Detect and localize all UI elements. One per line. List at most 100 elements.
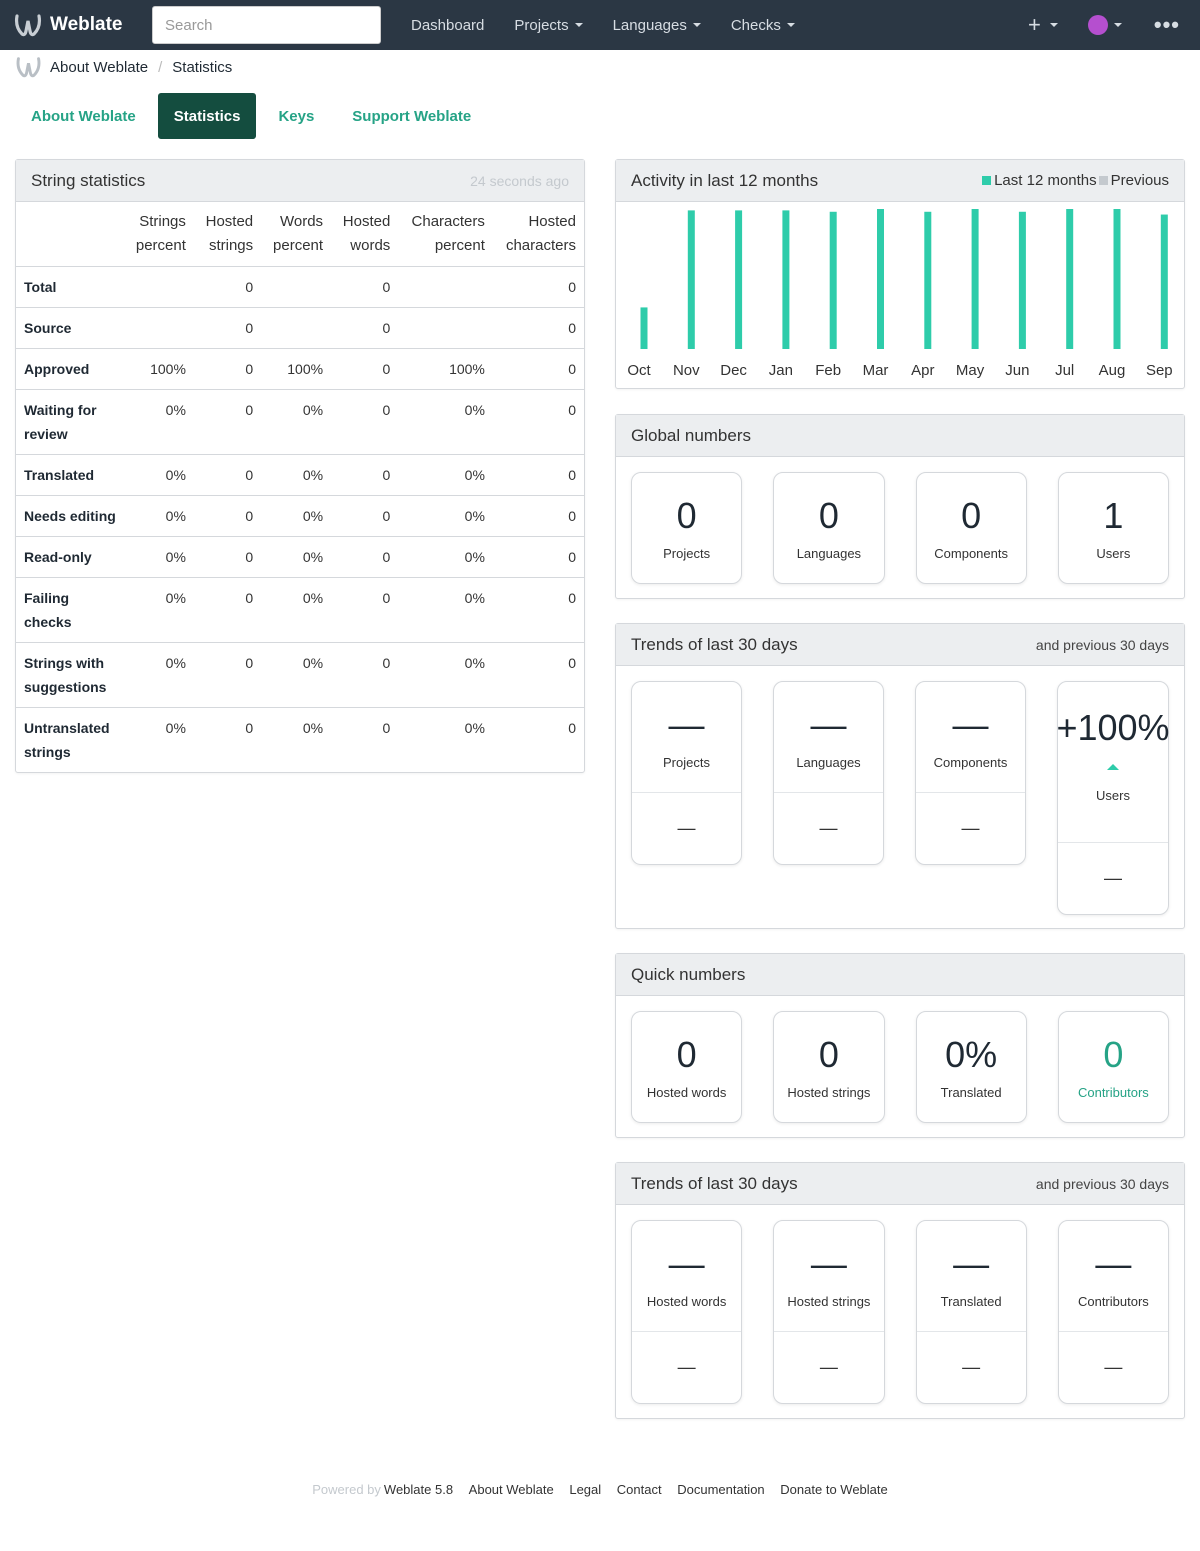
trend-previous: —: [916, 792, 1025, 864]
breadcrumb: About Weblate / Statistics: [15, 56, 232, 78]
metric-card-projects[interactable]: 0 Projects: [631, 472, 743, 584]
panel-title: Quick numbers: [631, 964, 746, 984]
row-label: Read-only: [16, 536, 124, 578]
user-menu-button[interactable]: [1087, 15, 1122, 35]
chart-bar-nov[interactable]: [687, 210, 695, 349]
nav-languages-dropdown[interactable]: Languages: [598, 17, 716, 34]
card-top: — Components: [916, 682, 1025, 792]
card-top: — Projects: [632, 682, 741, 792]
weblate-logo-icon: [14, 14, 42, 37]
table-cell: 0%: [261, 642, 332, 708]
trend-label: Contributors: [1077, 1293, 1149, 1309]
row-label-line: Source: [24, 320, 72, 336]
chart-bar-jan[interactable]: [782, 210, 790, 349]
footer-version-link[interactable]: Weblate 5.8: [383, 1482, 454, 1497]
trend-cards: — Hosted words — — Hosted strings — — Trans…: [616, 1205, 1184, 1404]
table-cell: 0: [193, 642, 262, 708]
table-cell: 0: [568, 720, 576, 736]
row-label: Approved: [16, 348, 124, 390]
chart-bar-sep[interactable]: [1160, 214, 1168, 349]
metric-label: Projects: [663, 545, 711, 561]
chart-bar-mar[interactable]: [877, 209, 884, 349]
tab-support-weblate[interactable]: Support Weblate: [352, 107, 472, 125]
x-tick-label: Jan: [769, 362, 793, 379]
row-label-line: Untranslated: [24, 720, 110, 736]
chart-bar-aug[interactable]: [1113, 209, 1121, 349]
table-cell: 0: [492, 389, 584, 455]
chart-bar-apr[interactable]: [924, 211, 932, 349]
metric-card-users[interactable]: 1 Users: [1057, 472, 1169, 584]
x-tick-label: May: [956, 362, 985, 379]
table-row: Approved 100% 0 100% 0 100% 0: [16, 348, 584, 390]
metric-label: Contributors: [1077, 1084, 1149, 1100]
trend-card-translated[interactable]: — Translated —: [915, 1220, 1027, 1404]
trend-card-contributors[interactable]: — Contributors —: [1057, 1220, 1169, 1404]
nav-checks-dropdown[interactable]: Checks: [716, 17, 810, 34]
chart-bar-feb[interactable]: [829, 211, 837, 349]
trend-card-components[interactable]: — Components —: [915, 681, 1026, 865]
metric-card-languages[interactable]: 0 Languages: [773, 472, 885, 584]
row-label: Source: [16, 307, 124, 349]
nav-projects-dropdown[interactable]: Projects: [499, 17, 597, 34]
tab-keys[interactable]: Keys: [278, 107, 315, 125]
trend-card-users[interactable]: +100% Users —: [1056, 681, 1170, 915]
metric-label: Components: [934, 545, 1008, 561]
chart-bar-may[interactable]: [971, 209, 979, 349]
column-header: Words percent: [261, 202, 332, 267]
chart-bar-dec[interactable]: [735, 210, 743, 349]
breadcrumb-current[interactable]: Statistics: [172, 58, 233, 76]
nav-dashboard[interactable]: Dashboard: [411, 16, 485, 34]
activity-chart-svg: Oct Nov Dec Jan Feb Mar Apr May Jun Jul Aug Sep: [627, 209, 1173, 379]
metric-card-hosted-strings[interactable]: 0 Hosted strings: [773, 1011, 885, 1123]
nav-checks-label: Checks: [730, 16, 781, 34]
page-tabs: About Weblate Statistics Keys Support We…: [15, 93, 493, 139]
row-label: Needs editing: [16, 495, 124, 537]
footer-about-link[interactable]: About Weblate: [468, 1482, 554, 1497]
metric-value: 0: [818, 1033, 839, 1075]
panel-title: Trends of last 30 days: [631, 1173, 798, 1193]
row-label-line: Translated: [24, 467, 95, 483]
table-cell: 0: [492, 348, 584, 390]
table-cell: [124, 266, 194, 308]
x-tick-label: Oct: [627, 362, 651, 379]
trend-label: Languages: [796, 754, 861, 770]
metric-card-components[interactable]: 0 Components: [915, 472, 1027, 584]
add-menu-button[interactable]: +: [1028, 12, 1058, 38]
footer-contact-link[interactable]: Contact: [616, 1482, 662, 1497]
column-header-line: Words: [279, 213, 324, 230]
metric-card-hosted-words[interactable]: 0 Hosted words: [631, 1011, 743, 1123]
table-cell: 0%: [165, 720, 186, 736]
footer-legal-link[interactable]: Legal: [569, 1482, 602, 1497]
table-cell: 0: [492, 495, 584, 537]
tab-about-weblate[interactable]: About Weblate: [31, 107, 136, 125]
table-cell: 0: [193, 495, 262, 537]
table-cell: 0: [193, 307, 262, 349]
brand-link[interactable]: Weblate: [14, 13, 144, 37]
chart-bar-oct[interactable]: [640, 307, 648, 349]
table-row: Untranslated strings 0% 0 0% 0 0% 0: [16, 708, 584, 773]
metric-value: 0: [676, 1033, 697, 1075]
row-label: Total: [16, 266, 124, 308]
card-top: +100% Users: [1056, 682, 1170, 842]
chart-bar-jun[interactable]: [1018, 211, 1026, 349]
trend-value: +100%: [1056, 707, 1170, 748]
search-input[interactable]: [152, 6, 381, 44]
row-label-line: Read-only: [24, 549, 92, 565]
trend-card-projects[interactable]: — Projects —: [631, 681, 742, 865]
chart-bar-jul[interactable]: [1066, 209, 1074, 349]
footer-documentation-link[interactable]: Documentation: [677, 1482, 765, 1497]
trend-card-languages[interactable]: — Languages —: [773, 681, 884, 865]
more-menu-icon[interactable]: •••: [1153, 12, 1180, 37]
tab-statistics[interactable]: Statistics: [157, 93, 257, 139]
row-label-line: Total: [24, 279, 57, 295]
column-header: Hosted words: [331, 202, 399, 267]
footer-donate-link[interactable]: Donate to Weblate: [780, 1482, 888, 1497]
table-cell: 0%: [261, 577, 332, 643]
metric-card-contributors[interactable]: 0 Contributors: [1057, 1011, 1169, 1123]
trend-label: Users: [1096, 788, 1130, 803]
trend-card-hosted-strings[interactable]: — Hosted strings —: [773, 1220, 885, 1404]
breadcrumb-about-link[interactable]: About Weblate: [50, 58, 149, 76]
trend-card-hosted-words[interactable]: — Hosted words —: [631, 1220, 743, 1404]
table-cell: 0%: [398, 642, 493, 708]
metric-card-translated[interactable]: 0% Translated: [915, 1011, 1027, 1123]
